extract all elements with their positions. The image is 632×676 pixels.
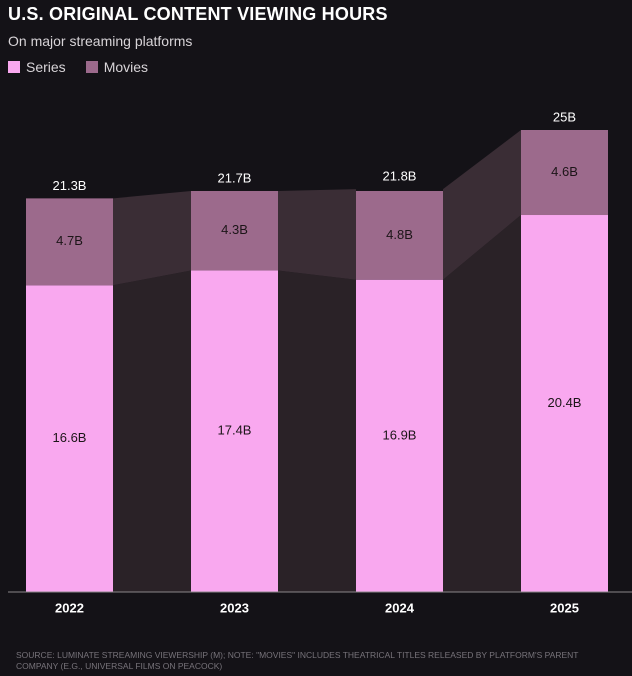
x-tick-label: 2025 xyxy=(550,600,579,615)
bar-segment xyxy=(356,190,443,280)
total-label: 21.3B xyxy=(53,178,87,193)
connector-upper xyxy=(113,190,191,286)
x-tick-label: 2022 xyxy=(55,600,84,615)
legend-label: Movies xyxy=(103,59,149,75)
bar-segment xyxy=(521,130,608,216)
x-tick-label: 2023 xyxy=(220,600,249,615)
bar-segment xyxy=(356,279,443,592)
legend-label: Series xyxy=(26,59,66,75)
legend-item: Series xyxy=(8,59,66,75)
value-label: 17.4B xyxy=(218,423,252,438)
footnote: SOURCE: LUMINATE STREAMING VIEWERSHIP (M… xyxy=(16,650,579,671)
bar-segment xyxy=(191,270,278,592)
legend: Series Movies xyxy=(8,59,148,75)
value-label: 20.4B xyxy=(548,395,582,410)
total-label: 21.8B xyxy=(383,169,417,184)
chart-title: U.S. ORIGINAL CONTENT VIEWING HOURS xyxy=(8,4,388,24)
bar-segment xyxy=(26,285,113,592)
value-label: 4.6B xyxy=(551,164,578,179)
chart: 16.6B 4.7B 21.3B 2022 17.4B 4.3B 21.7B 2023 16.9… xyxy=(8,109,632,615)
chart-subtitle: On major streaming platforms xyxy=(8,33,193,49)
connector-lower xyxy=(278,270,356,592)
value-label: 4.7B xyxy=(56,233,83,248)
connector-lower xyxy=(443,215,521,592)
value-label: 4.8B xyxy=(386,227,413,242)
value-label: 16.9B xyxy=(383,427,417,442)
x-tick-label: 2024 xyxy=(385,600,415,615)
bar-segment xyxy=(521,215,608,592)
bar-segment xyxy=(26,198,113,286)
value-label: 16.6B xyxy=(53,430,87,445)
value-label: 4.3B xyxy=(221,222,248,237)
connector-upper xyxy=(443,130,521,280)
bar-segment xyxy=(191,190,278,271)
connector-upper xyxy=(278,189,356,280)
legend-swatch xyxy=(8,61,20,73)
total-label: 25B xyxy=(553,109,576,124)
legend-swatch xyxy=(85,61,98,73)
legend-item: Movies xyxy=(85,59,149,75)
total-label: 21.7B xyxy=(218,170,252,185)
connectors xyxy=(113,130,521,592)
connector-lower xyxy=(113,270,191,592)
